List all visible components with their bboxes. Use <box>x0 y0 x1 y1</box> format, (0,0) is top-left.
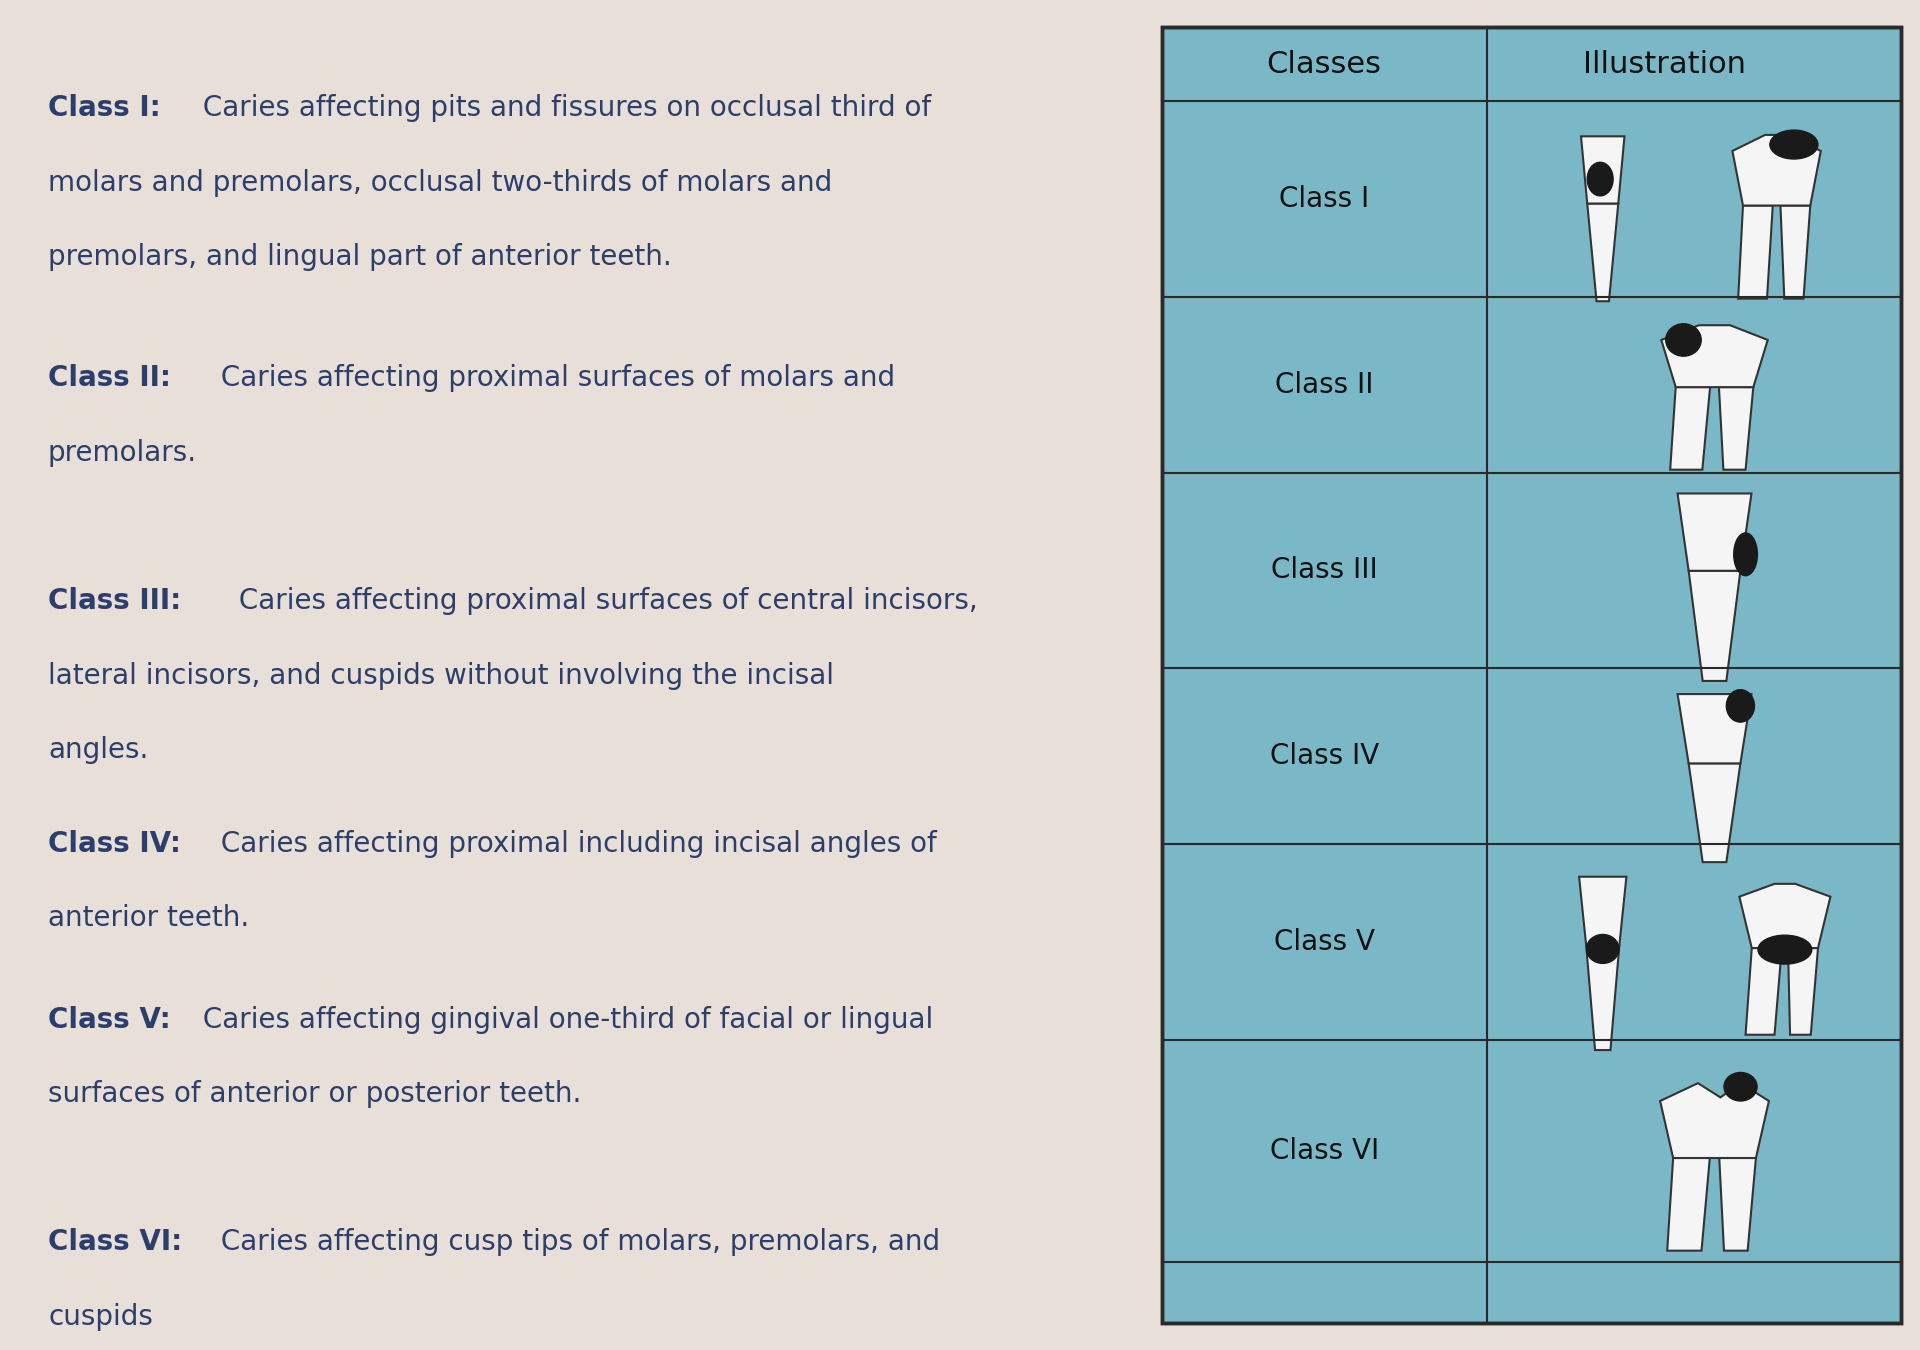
Ellipse shape <box>1588 162 1613 196</box>
Text: Class VI:: Class VI: <box>48 1228 182 1257</box>
Polygon shape <box>1586 946 1619 1050</box>
Text: angles.: angles. <box>48 736 148 764</box>
Polygon shape <box>1780 205 1811 298</box>
Text: cuspids: cuspids <box>48 1303 154 1331</box>
Polygon shape <box>1578 876 1626 946</box>
Text: premolars.: premolars. <box>48 439 198 467</box>
Polygon shape <box>1718 387 1753 470</box>
Ellipse shape <box>1759 936 1812 964</box>
Text: molars and premolars, occlusal two-thirds of molars and: molars and premolars, occlusal two-third… <box>48 169 831 197</box>
Text: Class I:: Class I: <box>48 95 161 123</box>
FancyBboxPatch shape <box>1162 27 1901 1323</box>
Polygon shape <box>1740 884 1830 948</box>
Polygon shape <box>1718 1158 1757 1250</box>
Text: lateral incisors, and cuspids without involving the incisal: lateral incisors, and cuspids without in… <box>48 662 833 690</box>
Text: anterior teeth.: anterior teeth. <box>48 904 250 933</box>
Ellipse shape <box>1734 533 1757 575</box>
Text: Caries affecting cusp tips of molars, premolars, and: Caries affecting cusp tips of molars, pr… <box>211 1228 941 1257</box>
Ellipse shape <box>1586 934 1619 964</box>
Text: Classes: Classes <box>1267 50 1382 78</box>
Polygon shape <box>1580 136 1624 204</box>
Text: Caries affecting proximal including incisal angles of: Caries affecting proximal including inci… <box>211 830 937 859</box>
Text: Class I: Class I <box>1279 185 1369 213</box>
Text: Caries affecting proximal surfaces of molars and: Caries affecting proximal surfaces of mo… <box>211 364 895 393</box>
Text: Class II:: Class II: <box>48 364 171 393</box>
Text: Class III:: Class III: <box>48 587 180 616</box>
Text: Class II: Class II <box>1275 371 1373 398</box>
Ellipse shape <box>1726 690 1755 722</box>
Text: Class IV: Class IV <box>1269 743 1379 770</box>
Polygon shape <box>1690 571 1740 680</box>
Ellipse shape <box>1667 324 1701 356</box>
Text: Class VI: Class VI <box>1269 1137 1379 1165</box>
Text: Illustration: Illustration <box>1582 50 1745 78</box>
Text: Caries affecting pits and fissures on occlusal third of: Caries affecting pits and fissures on oc… <box>194 95 931 123</box>
Polygon shape <box>1732 135 1820 205</box>
Polygon shape <box>1738 205 1772 298</box>
Polygon shape <box>1588 204 1619 301</box>
Polygon shape <box>1670 387 1711 470</box>
Polygon shape <box>1678 494 1751 571</box>
Polygon shape <box>1661 325 1768 387</box>
Polygon shape <box>1690 763 1740 863</box>
Polygon shape <box>1788 948 1818 1034</box>
Text: premolars, and lingual part of anterior teeth.: premolars, and lingual part of anterior … <box>48 243 672 271</box>
Text: Class V: Class V <box>1273 927 1375 956</box>
Text: surfaces of anterior or posterior teeth.: surfaces of anterior or posterior teeth. <box>48 1080 582 1108</box>
Polygon shape <box>1745 948 1782 1034</box>
Polygon shape <box>1678 694 1751 763</box>
Text: Class III: Class III <box>1271 556 1377 585</box>
Ellipse shape <box>1724 1072 1757 1102</box>
Polygon shape <box>1661 1083 1768 1158</box>
Text: Caries affecting proximal surfaces of central incisors,: Caries affecting proximal surfaces of ce… <box>230 587 977 616</box>
Ellipse shape <box>1770 130 1818 159</box>
Text: Class IV:: Class IV: <box>48 830 180 859</box>
Polygon shape <box>1667 1158 1711 1250</box>
Text: Class V:: Class V: <box>48 1006 171 1034</box>
Text: Caries affecting gingival one-third of facial or lingual: Caries affecting gingival one-third of f… <box>194 1006 933 1034</box>
